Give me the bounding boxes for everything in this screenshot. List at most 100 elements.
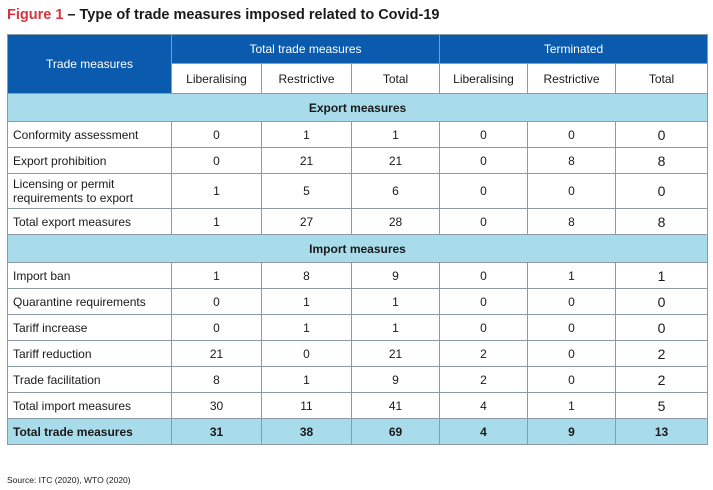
cell-value: 2	[615, 366, 709, 393]
column-header: Total	[350, 63, 441, 94]
cell-value: 1	[171, 173, 262, 209]
cell-value: 0	[615, 173, 709, 209]
row-label: Total export measures	[7, 208, 172, 235]
cell-value: 1	[261, 314, 352, 341]
cell-value: 1	[171, 262, 262, 289]
figure-title: Figure 1 – Type of trade measures impose…	[7, 7, 439, 23]
cell-value: 2	[439, 366, 529, 393]
cell-value: 13	[615, 418, 709, 445]
section-row-import: Import measures	[6, 234, 709, 263]
cell-value: 8	[615, 147, 709, 174]
cell-value: 8	[171, 366, 262, 393]
cell-value: 8	[261, 262, 352, 289]
cell-value: 0	[171, 314, 262, 341]
row-label: Conformity assessment	[7, 121, 172, 148]
cell-value: 0	[615, 121, 709, 148]
cell-value: 9	[350, 262, 441, 289]
table-row: Quarantine requirements 0 1 1 0 0 0	[7, 288, 709, 315]
cell-value: 69	[350, 418, 441, 445]
cell-value: 4	[439, 392, 529, 419]
row-label: Import ban	[7, 262, 172, 289]
cell-value: 41	[350, 392, 441, 419]
trade-measures-table: Trade measures Total trade measures Term…	[6, 34, 709, 445]
cell-value: 0	[261, 340, 352, 367]
table-row: Export prohibition 0 21 21 0 8 8	[7, 147, 709, 174]
grand-total-row: Total trade measures 31 38 69 4 9 13	[7, 418, 709, 445]
cell-value: 1	[615, 262, 709, 289]
cell-value: 0	[171, 288, 262, 315]
cell-value: 1	[350, 288, 441, 315]
cell-value: 4	[439, 418, 529, 445]
cell-value: 1	[527, 392, 617, 419]
cell-value: 5	[615, 392, 709, 419]
table-row: Tariff reduction 21 0 21 2 0 2	[7, 340, 709, 367]
row-header-cell: Trade measures	[7, 34, 172, 94]
cell-value: 0	[527, 173, 617, 209]
cell-value: 9	[527, 418, 617, 445]
cell-value: 2	[439, 340, 529, 367]
figure-number: Figure 1	[7, 7, 64, 23]
cell-value: 0	[527, 340, 617, 367]
table-row: Total import measures 30 11 41 4 1 5	[7, 392, 709, 419]
row-label: Total import measures	[7, 392, 172, 419]
table-row: Tariff increase 0 1 1 0 0 0	[7, 314, 709, 341]
column-header: Total	[615, 63, 709, 94]
cell-value: 0	[439, 288, 529, 315]
figure-title-text: – Type of trade measures imposed related…	[63, 7, 440, 23]
cell-value: 1	[261, 288, 352, 315]
cell-value: 0	[439, 121, 529, 148]
cell-value: 6	[350, 173, 441, 209]
row-label: Quarantine requirements	[7, 288, 172, 315]
cell-value: 0	[527, 366, 617, 393]
cell-value: 0	[527, 288, 617, 315]
cell-value: 21	[350, 340, 441, 367]
source-note: Source: ITC (2020), WTO (2020)	[7, 475, 131, 485]
row-label: Tariff reduction	[7, 340, 172, 367]
cell-value: 2	[615, 340, 709, 367]
cell-value: 0	[439, 173, 529, 209]
cell-value: 0	[439, 147, 529, 174]
column-header: Restrictive	[261, 63, 352, 94]
group-header-terminated: Terminated	[439, 34, 709, 64]
cell-value: 8	[527, 208, 617, 235]
cell-value: 21	[350, 147, 441, 174]
cell-value: 11	[261, 392, 352, 419]
cell-value: 1	[171, 208, 262, 235]
cell-value: 0	[615, 288, 709, 315]
cell-value: 9	[350, 366, 441, 393]
column-header: Liberalising	[171, 63, 262, 94]
cell-value: 1	[350, 121, 441, 148]
cell-value: 28	[350, 208, 441, 235]
column-header: Restrictive	[527, 63, 617, 94]
cell-value: 1	[527, 262, 617, 289]
cell-value: 5	[261, 173, 352, 209]
group-header-total: Total trade measures	[170, 34, 441, 64]
row-label: Trade facilitation	[7, 366, 172, 393]
column-header: Liberalising	[439, 63, 529, 94]
section-title: Export measures	[6, 93, 709, 122]
row-label: Licensing or permit requirements to expo…	[7, 173, 172, 209]
cell-value: 0	[615, 314, 709, 341]
row-label: Total trade measures	[7, 418, 172, 445]
cell-value: 27	[261, 208, 352, 235]
cell-value: 8	[527, 147, 617, 174]
table-row: Licensing or permit requirements to expo…	[7, 173, 709, 209]
cell-value: 0	[439, 208, 529, 235]
cell-value: 21	[171, 340, 262, 367]
cell-value: 8	[615, 208, 709, 235]
cell-value: 30	[171, 392, 262, 419]
cell-value: 0	[527, 314, 617, 341]
cell-value: 0	[171, 121, 262, 148]
section-title: Import measures	[6, 234, 709, 263]
cell-value: 1	[350, 314, 441, 341]
table-row: Trade facilitation 8 1 9 2 0 2	[7, 366, 709, 393]
section-row-export: Export measures	[6, 93, 709, 122]
row-label: Export prohibition	[7, 147, 172, 174]
cell-value: 1	[261, 121, 352, 148]
row-label: Tariff increase	[7, 314, 172, 341]
table-row: Import ban 1 8 9 0 1 1	[7, 262, 709, 289]
cell-value: 38	[261, 418, 352, 445]
cell-value: 31	[171, 418, 262, 445]
cell-value: 0	[439, 314, 529, 341]
cell-value: 21	[261, 147, 352, 174]
